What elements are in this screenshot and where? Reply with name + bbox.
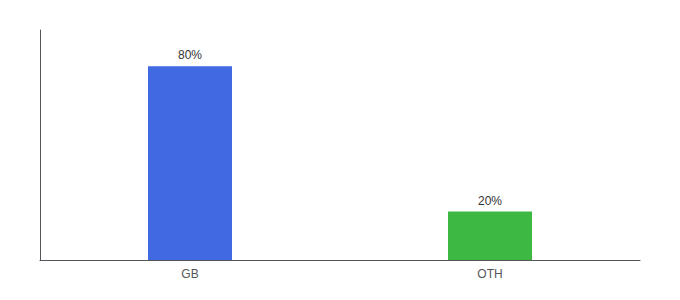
svg-text:80%: 80% bbox=[178, 48, 202, 62]
svg-text:OTH: OTH bbox=[477, 267, 502, 281]
svg-text:GB: GB bbox=[181, 267, 198, 281]
svg-text:20%: 20% bbox=[478, 194, 502, 208]
